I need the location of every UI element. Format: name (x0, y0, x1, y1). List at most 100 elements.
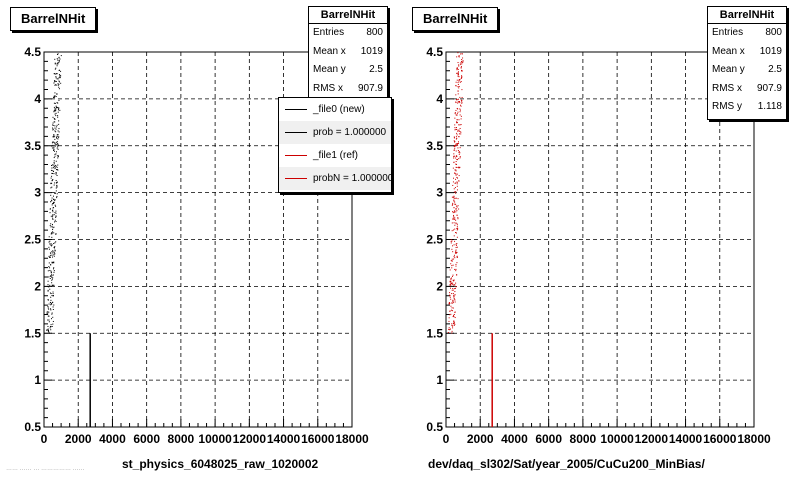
data-point (55, 136, 57, 138)
data-point (57, 116, 59, 118)
data-point (49, 255, 51, 257)
data-point (456, 173, 458, 175)
data-point (54, 249, 56, 251)
data-point (458, 129, 460, 131)
x-tick-label: 4000 (99, 432, 126, 446)
data-point (53, 247, 55, 249)
data-point (56, 63, 58, 65)
data-point (50, 308, 52, 310)
data-point (49, 212, 51, 214)
data-point (454, 299, 456, 301)
data-point (458, 158, 460, 160)
data-point (52, 116, 54, 118)
data-point (56, 172, 58, 174)
data-point (52, 227, 54, 229)
data-point (451, 332, 453, 334)
data-point (57, 143, 59, 145)
data-point (455, 251, 457, 253)
data-point (51, 312, 53, 314)
data-point (53, 135, 55, 137)
data-point (459, 96, 461, 98)
data-point (49, 243, 51, 245)
data-point (452, 327, 454, 329)
data-point (50, 194, 52, 196)
data-point (453, 322, 455, 324)
stats-value: 2.5 (369, 64, 383, 75)
data-point (53, 150, 55, 152)
data-point (457, 130, 459, 132)
data-point (54, 96, 56, 98)
data-point (48, 308, 50, 310)
data-point (458, 153, 460, 155)
data-point (53, 270, 55, 272)
data-point (451, 222, 453, 224)
data-point (452, 302, 454, 304)
data-point (452, 211, 454, 213)
data-point (457, 52, 459, 54)
data-point (54, 84, 56, 86)
data-point (455, 223, 457, 225)
data-point (450, 260, 452, 262)
data-point (53, 73, 55, 75)
data-point (455, 249, 457, 251)
data-point (51, 285, 53, 287)
data-point (56, 195, 58, 197)
left-pad: 0 2000 4000 6000 8000 10000 12000 14000 16000 180… (6, 6, 392, 472)
data-point (57, 164, 59, 166)
data-point (460, 67, 462, 69)
data-point (59, 58, 61, 60)
data-point (455, 94, 457, 96)
data-point (52, 218, 54, 220)
data-point (56, 197, 58, 199)
data-point (57, 111, 59, 113)
data-point (55, 105, 57, 107)
data-point (454, 217, 456, 219)
data-point (451, 282, 453, 284)
data-point (453, 207, 455, 209)
right-stats-row: Entries 800 (708, 24, 786, 43)
legend-entry: _file1 (ref) (279, 144, 391, 167)
data-point (453, 254, 455, 256)
data-point (453, 140, 455, 142)
data-point (451, 258, 453, 260)
data-point (53, 148, 55, 150)
data-point (452, 167, 454, 169)
data-point (55, 173, 57, 175)
data-point (454, 169, 456, 171)
data-point (459, 114, 461, 116)
data-point (456, 166, 458, 168)
data-point (461, 89, 463, 91)
data-point (55, 187, 57, 189)
data-point (57, 62, 59, 64)
x-tick-label: 10000 (198, 432, 232, 446)
x-tick-label: 2000 (467, 432, 494, 446)
data-point (455, 173, 457, 175)
data-point (452, 274, 454, 276)
data-point (453, 199, 455, 201)
data-point (453, 195, 455, 197)
data-point (53, 214, 55, 216)
data-point (449, 295, 451, 297)
data-point (47, 286, 49, 288)
data-point (58, 88, 60, 90)
data-point (55, 96, 57, 98)
data-point (56, 58, 58, 60)
data-point (56, 185, 58, 187)
data-point (53, 160, 55, 162)
data-point (50, 302, 52, 304)
data-point (51, 282, 53, 284)
data-point (457, 205, 459, 207)
data-point (456, 99, 458, 101)
data-point (452, 202, 454, 204)
data-point (461, 77, 463, 79)
data-point (456, 246, 458, 248)
data-point (53, 106, 55, 108)
data-point (46, 329, 48, 331)
data-point (51, 200, 53, 202)
data-point (56, 193, 58, 195)
data-point (458, 133, 460, 135)
data-point (457, 71, 459, 73)
data-point (58, 60, 60, 62)
data-point (460, 131, 462, 133)
data-point (455, 286, 457, 288)
